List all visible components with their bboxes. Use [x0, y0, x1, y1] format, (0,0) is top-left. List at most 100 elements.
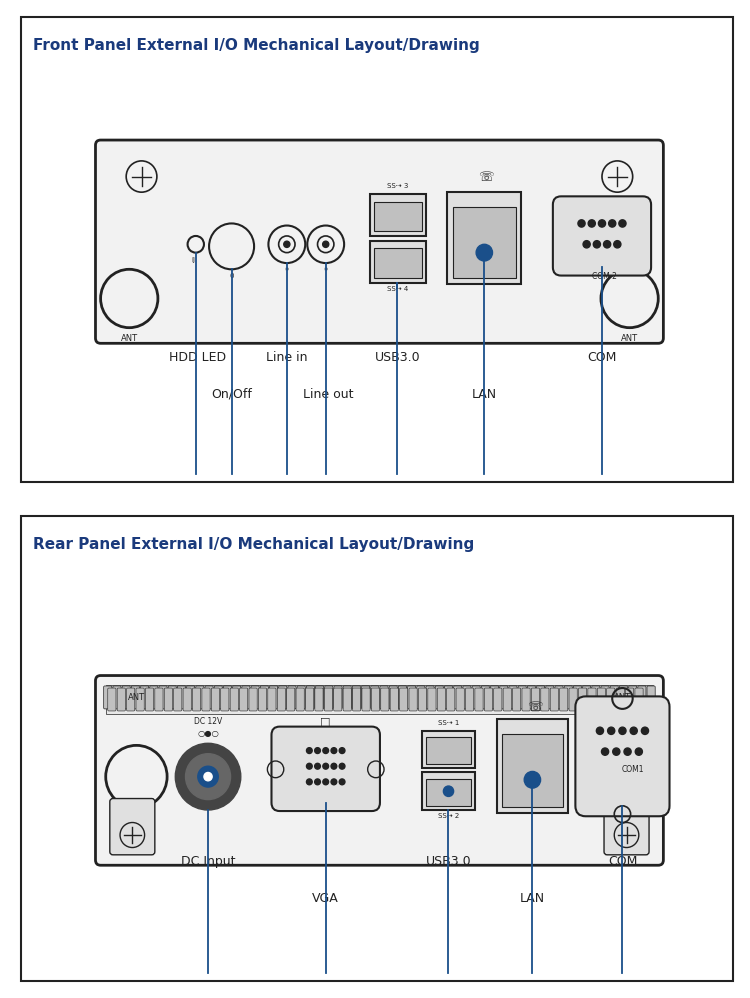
- FancyBboxPatch shape: [647, 686, 656, 709]
- FancyBboxPatch shape: [527, 686, 536, 709]
- FancyBboxPatch shape: [390, 688, 398, 711]
- FancyBboxPatch shape: [150, 686, 158, 709]
- Text: Rear Panel External I/O Mechanical Layout/Drawing: Rear Panel External I/O Mechanical Layou…: [33, 537, 474, 552]
- Circle shape: [619, 220, 626, 228]
- FancyBboxPatch shape: [494, 688, 502, 711]
- FancyBboxPatch shape: [616, 688, 624, 711]
- FancyBboxPatch shape: [334, 686, 342, 709]
- Circle shape: [331, 778, 337, 784]
- FancyBboxPatch shape: [389, 686, 398, 709]
- FancyBboxPatch shape: [352, 686, 361, 709]
- FancyBboxPatch shape: [578, 688, 586, 711]
- FancyBboxPatch shape: [407, 686, 416, 709]
- Text: COM: COM: [608, 855, 638, 868]
- FancyBboxPatch shape: [427, 688, 436, 711]
- FancyBboxPatch shape: [503, 688, 512, 711]
- FancyBboxPatch shape: [316, 686, 324, 709]
- FancyBboxPatch shape: [343, 686, 351, 709]
- FancyBboxPatch shape: [21, 17, 733, 482]
- Circle shape: [624, 748, 632, 755]
- FancyBboxPatch shape: [484, 688, 493, 711]
- FancyBboxPatch shape: [343, 688, 351, 711]
- Circle shape: [322, 778, 328, 784]
- FancyBboxPatch shape: [601, 686, 609, 709]
- FancyBboxPatch shape: [259, 688, 266, 711]
- Text: ANT: ANT: [128, 694, 145, 703]
- FancyBboxPatch shape: [174, 688, 182, 711]
- FancyBboxPatch shape: [463, 686, 471, 709]
- Circle shape: [524, 771, 541, 788]
- FancyBboxPatch shape: [426, 738, 471, 764]
- Circle shape: [619, 728, 626, 735]
- FancyBboxPatch shape: [512, 688, 520, 711]
- FancyBboxPatch shape: [95, 676, 663, 865]
- FancyBboxPatch shape: [269, 686, 278, 709]
- FancyBboxPatch shape: [193, 688, 201, 711]
- FancyBboxPatch shape: [288, 686, 296, 709]
- Circle shape: [593, 241, 601, 248]
- FancyBboxPatch shape: [164, 688, 172, 711]
- FancyBboxPatch shape: [224, 686, 232, 709]
- FancyBboxPatch shape: [325, 686, 333, 709]
- Circle shape: [609, 220, 616, 228]
- FancyBboxPatch shape: [472, 686, 480, 709]
- FancyBboxPatch shape: [324, 688, 332, 711]
- FancyBboxPatch shape: [546, 686, 554, 709]
- FancyBboxPatch shape: [146, 688, 154, 711]
- Text: □: □: [320, 717, 331, 727]
- FancyBboxPatch shape: [422, 772, 475, 810]
- FancyBboxPatch shape: [400, 688, 408, 711]
- FancyBboxPatch shape: [374, 202, 422, 231]
- FancyBboxPatch shape: [286, 688, 295, 711]
- FancyBboxPatch shape: [435, 686, 443, 709]
- Text: COM1: COM1: [622, 765, 644, 774]
- Circle shape: [635, 748, 643, 755]
- FancyBboxPatch shape: [628, 686, 637, 709]
- FancyBboxPatch shape: [232, 686, 241, 709]
- FancyBboxPatch shape: [352, 688, 361, 711]
- FancyBboxPatch shape: [154, 688, 163, 711]
- FancyBboxPatch shape: [550, 688, 559, 711]
- FancyBboxPatch shape: [183, 688, 191, 711]
- FancyBboxPatch shape: [419, 688, 427, 711]
- FancyBboxPatch shape: [466, 688, 474, 711]
- Circle shape: [322, 242, 328, 248]
- Text: LAN: LAN: [472, 387, 496, 400]
- FancyBboxPatch shape: [334, 688, 342, 711]
- FancyBboxPatch shape: [607, 688, 615, 711]
- Circle shape: [331, 748, 337, 753]
- FancyBboxPatch shape: [168, 686, 176, 709]
- FancyBboxPatch shape: [260, 686, 268, 709]
- Circle shape: [598, 220, 605, 228]
- FancyBboxPatch shape: [251, 686, 260, 709]
- FancyBboxPatch shape: [95, 140, 663, 343]
- FancyBboxPatch shape: [205, 686, 213, 709]
- Text: *: *: [285, 267, 289, 276]
- FancyBboxPatch shape: [202, 688, 210, 711]
- Text: Front Panel External I/O Mechanical Layout/Drawing: Front Panel External I/O Mechanical Layo…: [33, 38, 480, 53]
- FancyBboxPatch shape: [518, 686, 526, 709]
- FancyBboxPatch shape: [305, 688, 314, 711]
- Text: USB3.0: USB3.0: [426, 855, 471, 868]
- FancyBboxPatch shape: [21, 516, 733, 981]
- FancyBboxPatch shape: [140, 686, 148, 709]
- FancyBboxPatch shape: [588, 688, 596, 711]
- FancyBboxPatch shape: [575, 697, 670, 816]
- FancyBboxPatch shape: [604, 798, 649, 855]
- FancyBboxPatch shape: [626, 688, 634, 711]
- FancyBboxPatch shape: [370, 686, 379, 709]
- Circle shape: [315, 748, 320, 753]
- FancyBboxPatch shape: [635, 688, 643, 711]
- FancyBboxPatch shape: [560, 688, 568, 711]
- FancyBboxPatch shape: [106, 685, 653, 715]
- Circle shape: [315, 778, 320, 784]
- Text: Line out: Line out: [302, 387, 353, 400]
- FancyBboxPatch shape: [583, 686, 591, 709]
- FancyBboxPatch shape: [380, 686, 388, 709]
- Text: ANT: ANT: [621, 334, 638, 343]
- Text: DC 12V: DC 12V: [194, 718, 222, 727]
- Circle shape: [307, 778, 312, 784]
- FancyBboxPatch shape: [374, 249, 422, 277]
- FancyBboxPatch shape: [187, 686, 195, 709]
- Circle shape: [476, 245, 493, 260]
